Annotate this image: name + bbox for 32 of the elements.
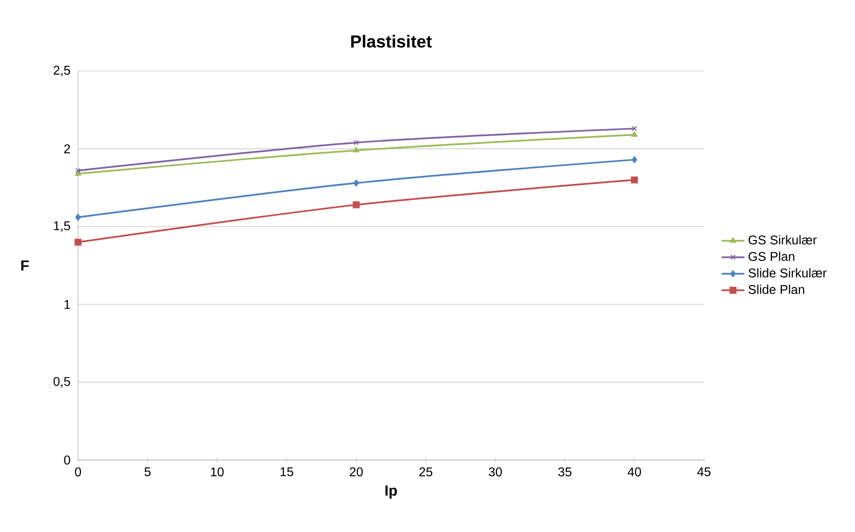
y-tick-label: 0: [64, 456, 70, 464]
y-tick-label: 1,5: [54, 221, 70, 232]
point: [632, 156, 638, 164]
point: [74, 238, 82, 246]
y-tick-label: 0,5: [54, 376, 70, 388]
legend-label: Slide Sirkulær: [748, 268, 827, 278]
x-axis-title: Ip: [385, 486, 397, 499]
point: [352, 201, 360, 208]
x-tick-label: 5: [144, 467, 151, 476]
x-tick-label: 30: [488, 467, 502, 476]
point: [630, 176, 638, 184]
y-tick-label: 2: [64, 144, 70, 154]
y-tick-label: 1: [64, 300, 70, 309]
point: [75, 214, 81, 221]
legend-label: GS Sirkulær: [748, 235, 817, 244]
x-tick-label: 40: [628, 467, 641, 476]
point: [354, 140, 359, 146]
x-tick-label: 15: [280, 467, 294, 476]
x-tick-label: 45: [697, 467, 711, 476]
x-tick-label: 35: [558, 467, 572, 476]
y-axis-title: F: [21, 260, 29, 271]
x-tick-label: 10: [211, 467, 224, 476]
point: [353, 146, 360, 152]
point: [631, 131, 638, 137]
x-tick-label: 0: [74, 467, 82, 476]
x-tick-label: 25: [419, 467, 432, 476]
chart-title: Plastisitet: [351, 34, 432, 48]
point: [353, 180, 359, 186]
x-tick-label: 20: [350, 467, 363, 476]
legend-label: Slide Plan: [748, 284, 804, 294]
y-tick-label: 2,5: [54, 66, 70, 76]
legend-label: GS Plan: [748, 252, 794, 261]
